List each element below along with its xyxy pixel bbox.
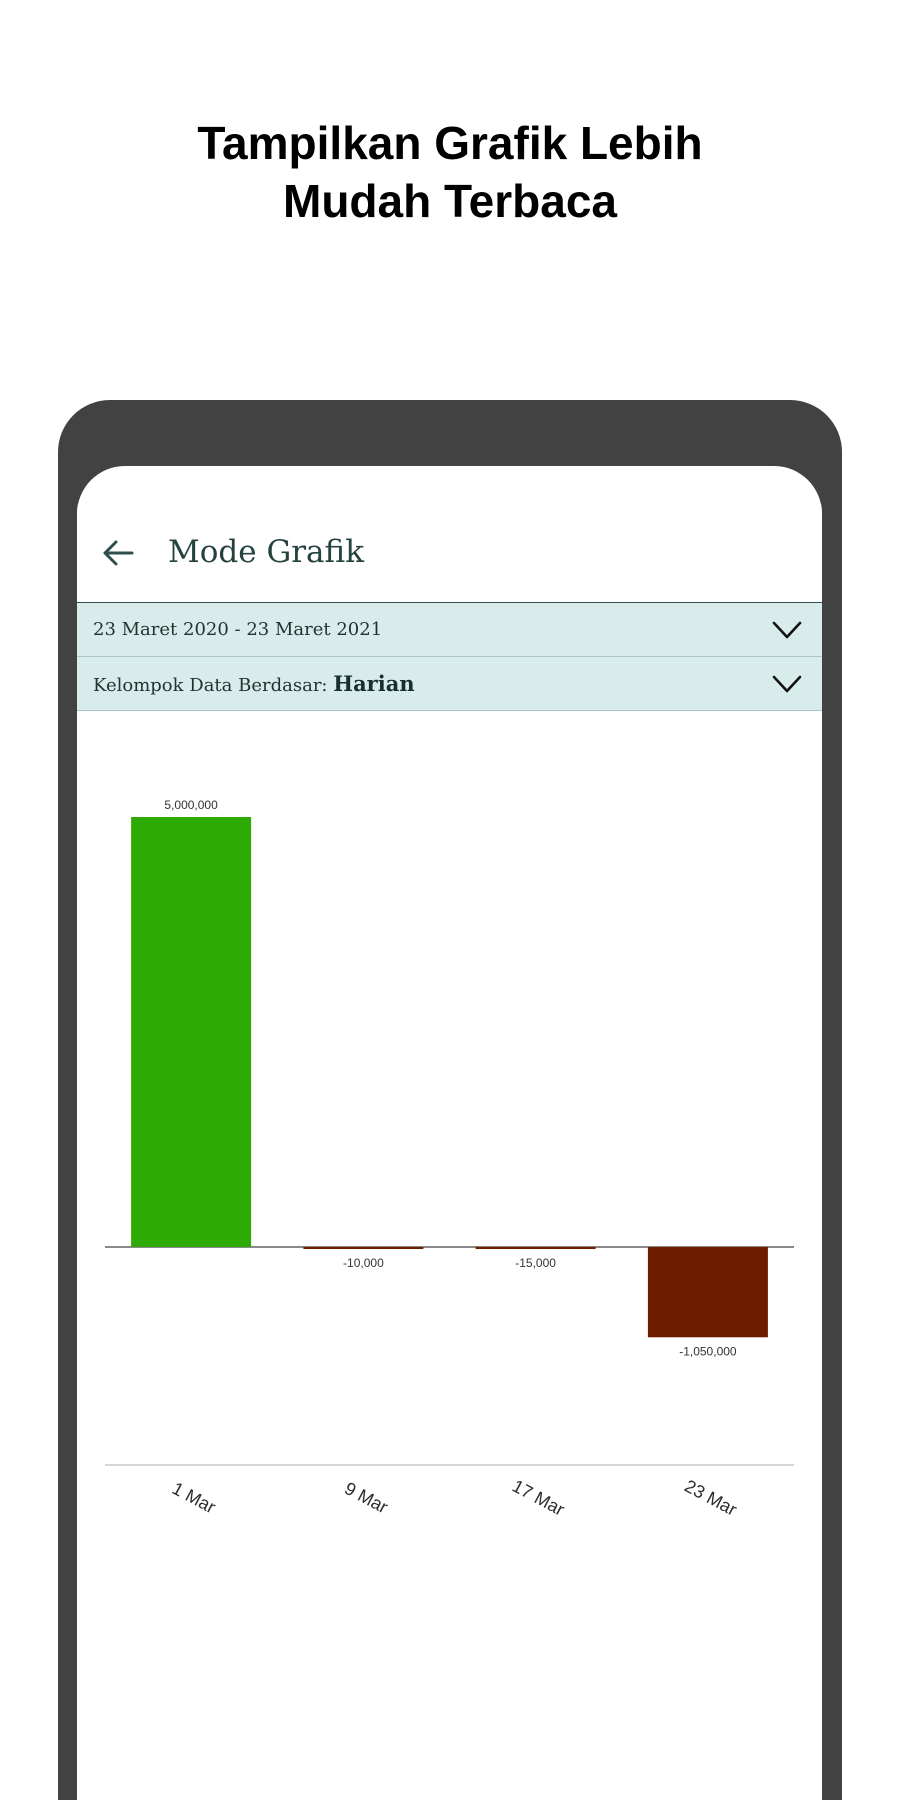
bar-23-mar[interactable] bbox=[647, 1247, 768, 1338]
x-tick-label: 23 Mar bbox=[681, 1476, 740, 1520]
bar-17-mar[interactable] bbox=[475, 1247, 596, 1249]
back-button[interactable] bbox=[95, 530, 141, 576]
date-range-text: 23 Maret 2020 - 23 Maret 2021 bbox=[93, 619, 383, 640]
x-tick-label: 9 Mar bbox=[341, 1478, 391, 1517]
chevron-down-icon bbox=[772, 675, 802, 693]
group-by-dropdown[interactable]: Kelompok Data Berdasar: Harian bbox=[77, 657, 822, 711]
group-by-text: Kelompok Data Berdasar: Harian bbox=[93, 657, 415, 711]
x-tick-label: 1 Mar bbox=[169, 1478, 219, 1517]
data-label: -10,000 bbox=[343, 1256, 384, 1270]
promo-headline: Tampilkan Grafik Lebih Mudah Terbaca bbox=[0, 114, 900, 230]
bar-1-mar[interactable] bbox=[131, 817, 252, 1247]
headline-line-1: Tampilkan Grafik Lebih bbox=[197, 117, 703, 169]
data-label: -15,000 bbox=[515, 1256, 556, 1270]
bar-chart: 5,000,000 1 Mar -10,000 9 Mar -15,000 17 Mar -… bbox=[77, 711, 822, 1800]
status-bar bbox=[77, 466, 822, 505]
data-label: 5,000,000 bbox=[164, 798, 218, 812]
x-tick-label: 17 Mar bbox=[509, 1476, 568, 1520]
date-range-dropdown[interactable]: 23 Maret 2020 - 23 Maret 2021 bbox=[77, 603, 822, 657]
phone-screen: Mode Grafik 23 Maret 2020 - 23 Maret 202… bbox=[77, 466, 822, 1800]
group-by-value: Harian bbox=[333, 671, 415, 696]
bar-chart-svg: 5,000,000 1 Mar -10,000 9 Mar -15,000 17 Mar -… bbox=[105, 798, 794, 1520]
arrow-left-icon bbox=[103, 540, 134, 566]
group-by-label: Kelompok Data Berdasar: bbox=[93, 675, 328, 696]
headline-line-2: Mudah Terbaca bbox=[283, 175, 617, 227]
bar-9-mar[interactable] bbox=[303, 1247, 424, 1249]
chevron-down-icon bbox=[772, 621, 802, 639]
app-bar: Mode Grafik bbox=[77, 504, 822, 604]
data-label: -1,050,000 bbox=[679, 1344, 737, 1358]
page-title: Mode Grafik bbox=[168, 534, 364, 570]
